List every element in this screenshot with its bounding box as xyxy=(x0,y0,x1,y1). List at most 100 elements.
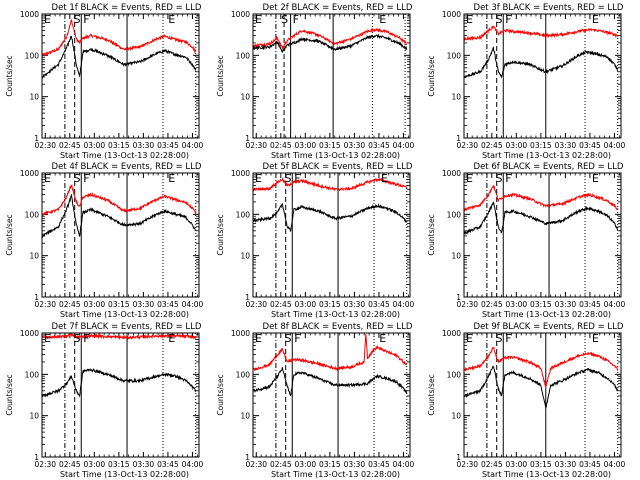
x-tick-label: 04:00 xyxy=(604,300,626,309)
x-tick-label: 03:30 xyxy=(133,300,155,309)
x-tick-label: 03:30 xyxy=(344,460,366,469)
x-tick-label: 03:00 xyxy=(84,460,106,469)
lld-series-line xyxy=(463,25,619,42)
panel-title: Det 1f BLACK = Events, RED = LLD xyxy=(52,3,202,13)
panel-2: Det 2f BLACK = Events, RED = LLD Counts/s… xyxy=(216,3,414,160)
panel-6: Det 6f BLACK = Events, RED = LLD Counts/s… xyxy=(427,162,625,319)
x-tick-label: 03:45 xyxy=(368,300,390,309)
lld-series-line xyxy=(252,334,407,372)
plot-frame xyxy=(41,172,200,298)
phase-marker: S xyxy=(73,13,80,26)
phase-marker: F xyxy=(83,13,89,26)
y-tick-label: 10 xyxy=(240,93,250,102)
y-axis-label: Counts/sec xyxy=(427,55,436,96)
panel-title: Det 3f BLACK = Events, RED = LLD xyxy=(474,3,624,13)
phase-marker: E xyxy=(466,172,473,185)
x-tick-label: 03:45 xyxy=(368,460,390,469)
x-axis-label: Start Time (13-Oct-13 02:28:00) xyxy=(271,470,400,479)
y-tick-label: 10 xyxy=(240,252,250,261)
x-axis-label: Start Time (13-Oct-13 02:28:00) xyxy=(482,151,611,160)
lld-series-line xyxy=(463,346,619,389)
y-tick-label: 1 xyxy=(456,293,461,302)
x-tick-label: 02:45 xyxy=(59,460,81,469)
x-tick-label: 02:30 xyxy=(34,460,56,469)
plot-frame xyxy=(463,172,622,298)
y-tick-label: 10 xyxy=(451,412,461,421)
x-tick-label: 04:00 xyxy=(604,141,626,150)
plot-frame xyxy=(41,13,200,139)
x-tick-label: 02:45 xyxy=(270,141,292,150)
events-series-line xyxy=(252,367,408,397)
y-axis-label: Counts/sec xyxy=(5,55,14,96)
panel-title: Det 7f BLACK = Events, RED = LLD xyxy=(52,322,202,332)
y-tick-label: 100 xyxy=(236,370,251,379)
y-tick-label: 1 xyxy=(245,293,250,302)
y-axis-label: Counts/sec xyxy=(5,214,14,255)
panel-title: Det 4f BLACK = Events, RED = LLD xyxy=(52,162,202,172)
phase-marker: S xyxy=(495,332,502,345)
x-tick-label: 02:45 xyxy=(481,460,503,469)
lld-series-line xyxy=(41,183,197,216)
lld-series-line xyxy=(463,184,619,212)
events-series-line xyxy=(463,366,619,409)
plot-frame xyxy=(252,13,411,139)
phase-marker: E xyxy=(592,172,599,185)
y-tick-label: 1000 xyxy=(20,10,39,19)
phase-marker: E xyxy=(168,332,175,345)
x-tick-label: 03:30 xyxy=(555,300,577,309)
phase-marker: E xyxy=(255,13,262,26)
y-tick-label: 1000 xyxy=(442,10,461,19)
x-tick-label: 03:15 xyxy=(530,460,552,469)
plot-frame xyxy=(252,172,411,298)
y-axis-label: Counts/sec xyxy=(216,214,225,255)
x-tick-label: 03:15 xyxy=(530,141,552,150)
lld-series-line xyxy=(252,177,408,192)
x-tick-label: 02:30 xyxy=(245,141,267,150)
plot-frame xyxy=(41,332,200,458)
panel-title: Det 6f BLACK = Events, RED = LLD xyxy=(474,162,624,172)
panel-3: Det 3f BLACK = Events, RED = LLD Counts/s… xyxy=(427,3,625,160)
phase-marker: S xyxy=(284,172,291,185)
phase-marker: E xyxy=(379,13,386,26)
x-tick-label: 02:30 xyxy=(456,141,478,150)
plot-frame xyxy=(252,332,411,458)
y-tick-label: 1000 xyxy=(231,329,250,338)
events-series-line xyxy=(41,35,197,79)
y-tick-label: 10 xyxy=(29,93,39,102)
phase-marker: S xyxy=(73,172,80,185)
y-tick-label: 10 xyxy=(29,252,39,261)
panel-4: Det 4f BLACK = Events, RED = LLD Counts/s… xyxy=(5,162,203,319)
x-tick-label: 03:00 xyxy=(506,460,528,469)
x-tick-label: 04:00 xyxy=(393,460,415,469)
x-tick-label: 02:30 xyxy=(34,300,56,309)
lld-series-line xyxy=(41,18,197,58)
x-tick-label: 02:30 xyxy=(34,141,56,150)
lld-series-line xyxy=(41,332,197,341)
x-tick-label: 02:45 xyxy=(270,460,292,469)
panel-title: Det 8f BLACK = Events, RED = LLD xyxy=(263,322,413,332)
phase-marker: E xyxy=(592,13,599,26)
phase-marker: E xyxy=(168,172,175,185)
x-tick-label: 02:30 xyxy=(456,460,478,469)
x-tick-label: 03:15 xyxy=(108,460,130,469)
y-tick-label: 1 xyxy=(245,134,250,143)
x-tick-label: 04:00 xyxy=(182,460,204,469)
x-tick-label: 02:45 xyxy=(59,141,81,150)
x-tick-label: 03:45 xyxy=(157,300,179,309)
y-tick-label: 1000 xyxy=(442,329,461,338)
y-axis-label: Counts/sec xyxy=(216,55,225,96)
x-tick-label: 03:15 xyxy=(319,300,341,309)
x-tick-label: 04:00 xyxy=(393,300,415,309)
x-tick-label: 03:30 xyxy=(555,460,577,469)
y-tick-label: 1000 xyxy=(442,169,461,178)
events-series-line xyxy=(252,33,408,53)
phase-marker: E xyxy=(255,172,262,185)
x-tick-label: 03:15 xyxy=(108,141,130,150)
phase-marker: E xyxy=(44,13,51,26)
y-axis-label: Counts/sec xyxy=(216,374,225,415)
x-axis-label: Start Time (13-Oct-13 02:28:00) xyxy=(482,470,611,479)
phase-marker: E xyxy=(44,332,51,345)
x-tick-label: 04:00 xyxy=(604,460,626,469)
y-tick-label: 100 xyxy=(25,210,40,219)
phase-marker: E xyxy=(44,172,51,185)
